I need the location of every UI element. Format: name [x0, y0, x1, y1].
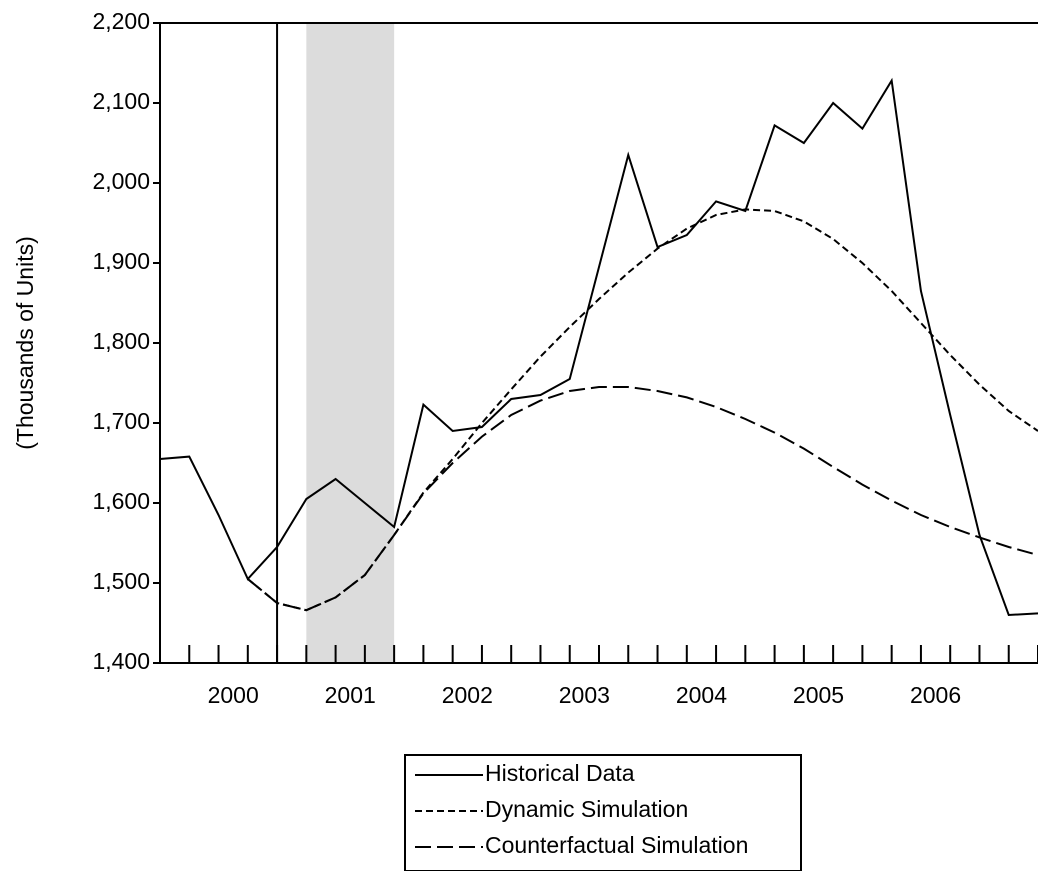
y-tick-label: 1,600	[92, 488, 150, 514]
legend-label: Dynamic Simulation	[485, 796, 688, 822]
x-tick-label: 2005	[793, 682, 844, 708]
legend-box	[404, 754, 802, 871]
x-tick-label: 2001	[325, 682, 376, 708]
x-tick-label: 2002	[442, 682, 493, 708]
legend-label: Counterfactual Simulation	[485, 832, 748, 858]
series-line	[159, 77, 1038, 617]
shaded-period	[306, 23, 395, 663]
series-line	[247, 386, 1038, 612]
y-tick-label: 1,800	[92, 328, 150, 354]
x-tick-label: 2000	[208, 682, 259, 708]
y-tick-label: 1,700	[92, 408, 150, 434]
y-tick-label: 1,900	[92, 248, 150, 274]
x-tick-label: 2003	[559, 682, 610, 708]
y-tick-label: 2,200	[92, 8, 150, 34]
legend-label: Historical Data	[485, 760, 635, 786]
y-tick-label: 2,100	[92, 88, 150, 114]
x-tick-label: 2004	[676, 682, 727, 708]
y-tick-label: 1,500	[92, 568, 150, 594]
y-axis-label: (Thousands of Units)	[12, 236, 38, 449]
y-tick-label: 2,000	[92, 168, 150, 194]
x-tick-label: 2006	[910, 682, 961, 708]
y-tick-label: 1,400	[92, 648, 150, 674]
